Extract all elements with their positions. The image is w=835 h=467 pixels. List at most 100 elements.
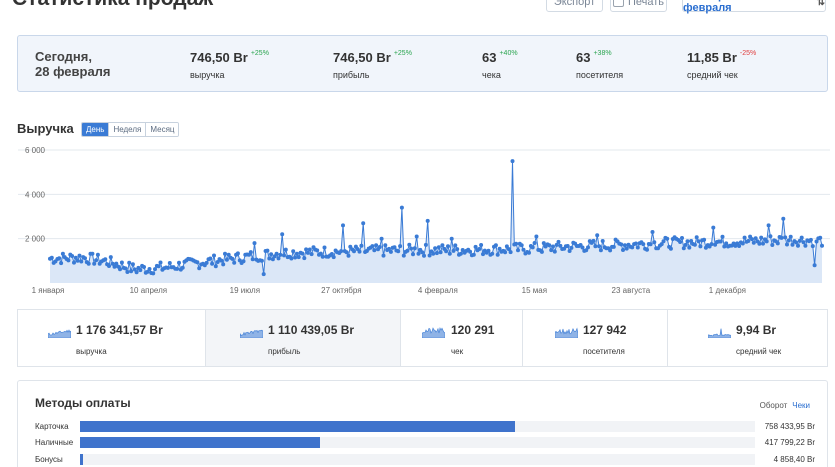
card-visitors[interactable]: 127 942 посетителя (522, 310, 667, 366)
data-point (309, 252, 314, 257)
data-point (783, 235, 788, 240)
data-point (331, 255, 336, 260)
print-button[interactable]: Печать (610, 0, 667, 12)
data-point (232, 260, 237, 265)
today-stat-receipts: 63 +40% чека (482, 49, 518, 80)
data-point (60, 251, 65, 256)
data-point (129, 269, 134, 274)
today-stat-visitors: 63 +38% посетителя (576, 49, 623, 80)
sparkline-path (555, 327, 578, 338)
data-point (307, 247, 312, 252)
payment-bar (80, 454, 83, 465)
data-point (119, 260, 124, 265)
sparkline-icon (422, 327, 445, 338)
data-point (259, 258, 264, 263)
payment-bar-track (80, 454, 755, 465)
data-point (593, 244, 598, 249)
card-revenue[interactable]: 1 176 341,57 Br выручка (18, 310, 205, 366)
data-point (503, 250, 508, 255)
data-point (794, 240, 799, 245)
data-point (547, 243, 552, 248)
today-stat-label: прибыль (333, 70, 370, 80)
data-point (630, 245, 635, 250)
data-point (761, 241, 765, 246)
data-point (746, 239, 751, 243)
data-point (399, 205, 404, 210)
card-receipts[interactable]: 120 291 чек (400, 310, 522, 366)
sparkline-icon (240, 329, 263, 338)
data-point (812, 263, 817, 268)
export-button[interactable]: Экспорт (546, 0, 603, 12)
data-point (711, 225, 716, 230)
card-value: 127 942 (583, 323, 627, 337)
data-point (107, 264, 111, 268)
data-point (479, 243, 484, 247)
data-point (554, 242, 559, 247)
tab-month[interactable]: Месяц (145, 123, 179, 136)
data-point (641, 242, 646, 247)
data-point (320, 254, 325, 259)
data-point (180, 265, 185, 270)
data-point (401, 253, 406, 258)
today-stat-value: 63 (576, 50, 591, 65)
data-point (125, 270, 130, 274)
payment-bar-track (80, 421, 755, 432)
switch-receipts-link[interactable]: Чеки (792, 401, 810, 410)
payment-amount: 417 799,22 Br (764, 438, 815, 447)
card-profit[interactable]: 1 110 439,05 Br прибыль (205, 310, 400, 366)
card-label: средний чек (736, 347, 782, 356)
payment-method-name: Карточка (35, 422, 69, 431)
data-point (810, 244, 815, 249)
data-point (72, 260, 76, 265)
data-point (405, 248, 410, 253)
data-point (379, 236, 384, 241)
data-point (304, 247, 309, 252)
data-point (433, 246, 438, 251)
data-point (458, 251, 463, 256)
data-point (156, 264, 161, 269)
data-point (57, 256, 62, 261)
date-range-select[interactable]: 1 января — 28 февраля ⇅ (682, 0, 826, 14)
totals-cards: 1 176 341,57 Br выручка 1 110 439,05 Br … (17, 309, 828, 367)
data-point (598, 248, 603, 253)
data-point (724, 241, 729, 246)
data-point (165, 265, 170, 270)
data-point (586, 245, 590, 250)
data-point (648, 242, 653, 247)
data-point (510, 159, 515, 164)
data-point (195, 260, 200, 265)
today-stat-value: 63 (482, 50, 497, 65)
data-point (252, 241, 257, 246)
data-point (423, 242, 428, 247)
data-point (446, 244, 450, 249)
data-point (315, 248, 320, 253)
data-point (341, 223, 345, 228)
data-point (650, 230, 655, 234)
sparkline-icon (48, 329, 71, 338)
payment-bar (80, 421, 516, 432)
sparkline-path (708, 328, 731, 338)
data-point (114, 261, 119, 266)
data-point (250, 257, 255, 262)
print-button-label: Печать (627, 0, 665, 8)
data-point (785, 242, 789, 247)
card-avg-check[interactable]: 9,94 Br средний чек (667, 310, 827, 366)
data-point (223, 251, 227, 256)
tab-week[interactable]: Неделя (108, 123, 146, 136)
tab-day[interactable]: День (82, 123, 109, 136)
data-point (751, 240, 756, 245)
data-point (79, 259, 84, 264)
data-point (633, 241, 638, 246)
data-point (95, 252, 100, 257)
data-point (565, 244, 570, 248)
data-point (552, 249, 557, 254)
data-point (357, 249, 362, 254)
today-stat-change: +25% (393, 50, 412, 57)
data-point (753, 236, 758, 241)
data-point (221, 262, 226, 267)
data-point (683, 242, 688, 247)
data-point (283, 247, 288, 252)
card-label: посетителя (583, 347, 625, 356)
data-point (680, 236, 684, 240)
data-point (274, 251, 279, 256)
